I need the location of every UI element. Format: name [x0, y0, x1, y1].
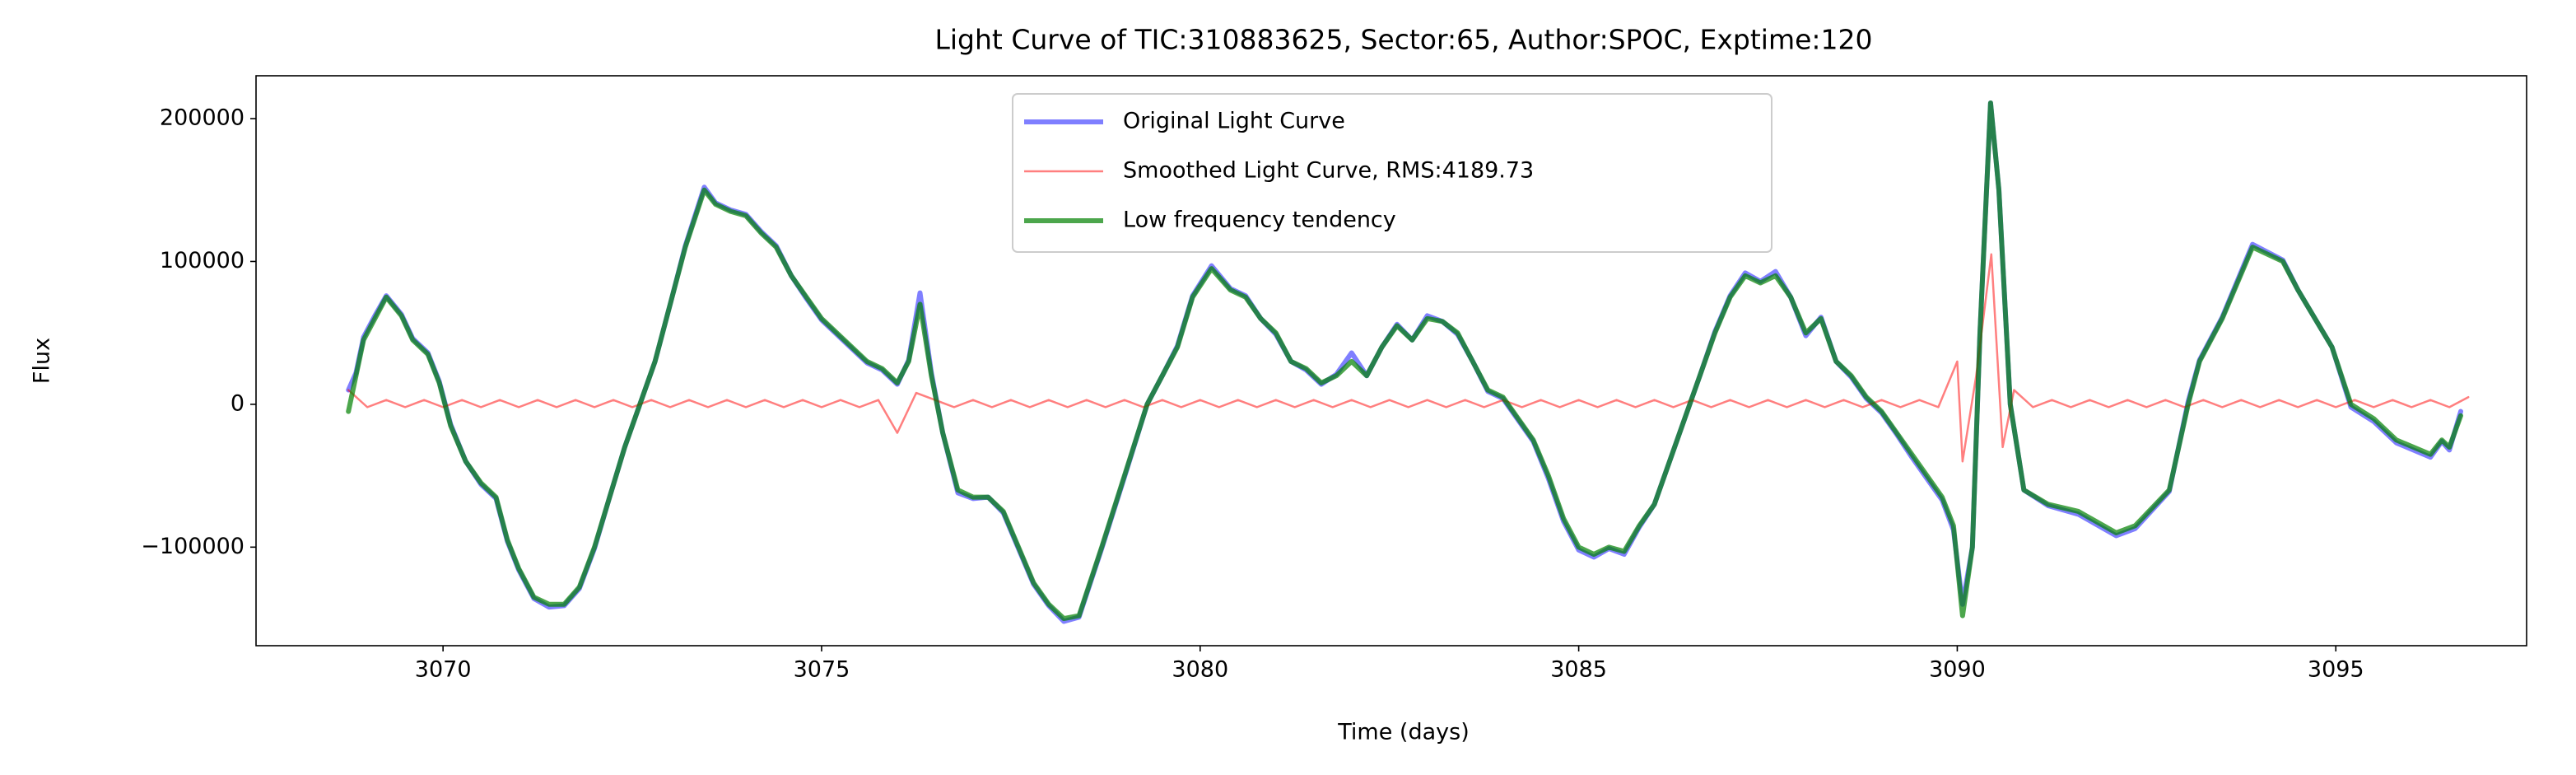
legend-box [1012, 93, 1772, 253]
legend-label: Original Light Curve [1123, 109, 1345, 134]
data-line [347, 253, 2470, 463]
x-tick-label: 3080 [1172, 657, 1228, 683]
x-tick-label: 3090 [1929, 657, 1986, 683]
y-tick-label: 200000 [160, 105, 245, 131]
plot-frame [255, 75, 2527, 647]
x-tick-label: 3095 [2308, 657, 2364, 683]
y-tick-label: 0 [231, 390, 245, 416]
x-tick-label: 3070 [415, 657, 472, 683]
y-axis-label: Flux [30, 338, 55, 384]
data-line [346, 100, 2463, 622]
x-tick-label: 3085 [1550, 657, 1607, 683]
x-tick-label: 3075 [794, 657, 850, 683]
legend-label: Low frequency tendency [1123, 208, 1396, 233]
y-tick-label: 100000 [160, 248, 245, 273]
x-axis-label: Time (days) [1337, 720, 1469, 745]
chart-title: Light Curve of TIC:310883625, Sector:65,… [934, 24, 1872, 56]
legend-label: Smoothed Light Curve, RMS:4189.73 [1123, 158, 1534, 184]
y-tick-label: −100000 [141, 534, 245, 559]
